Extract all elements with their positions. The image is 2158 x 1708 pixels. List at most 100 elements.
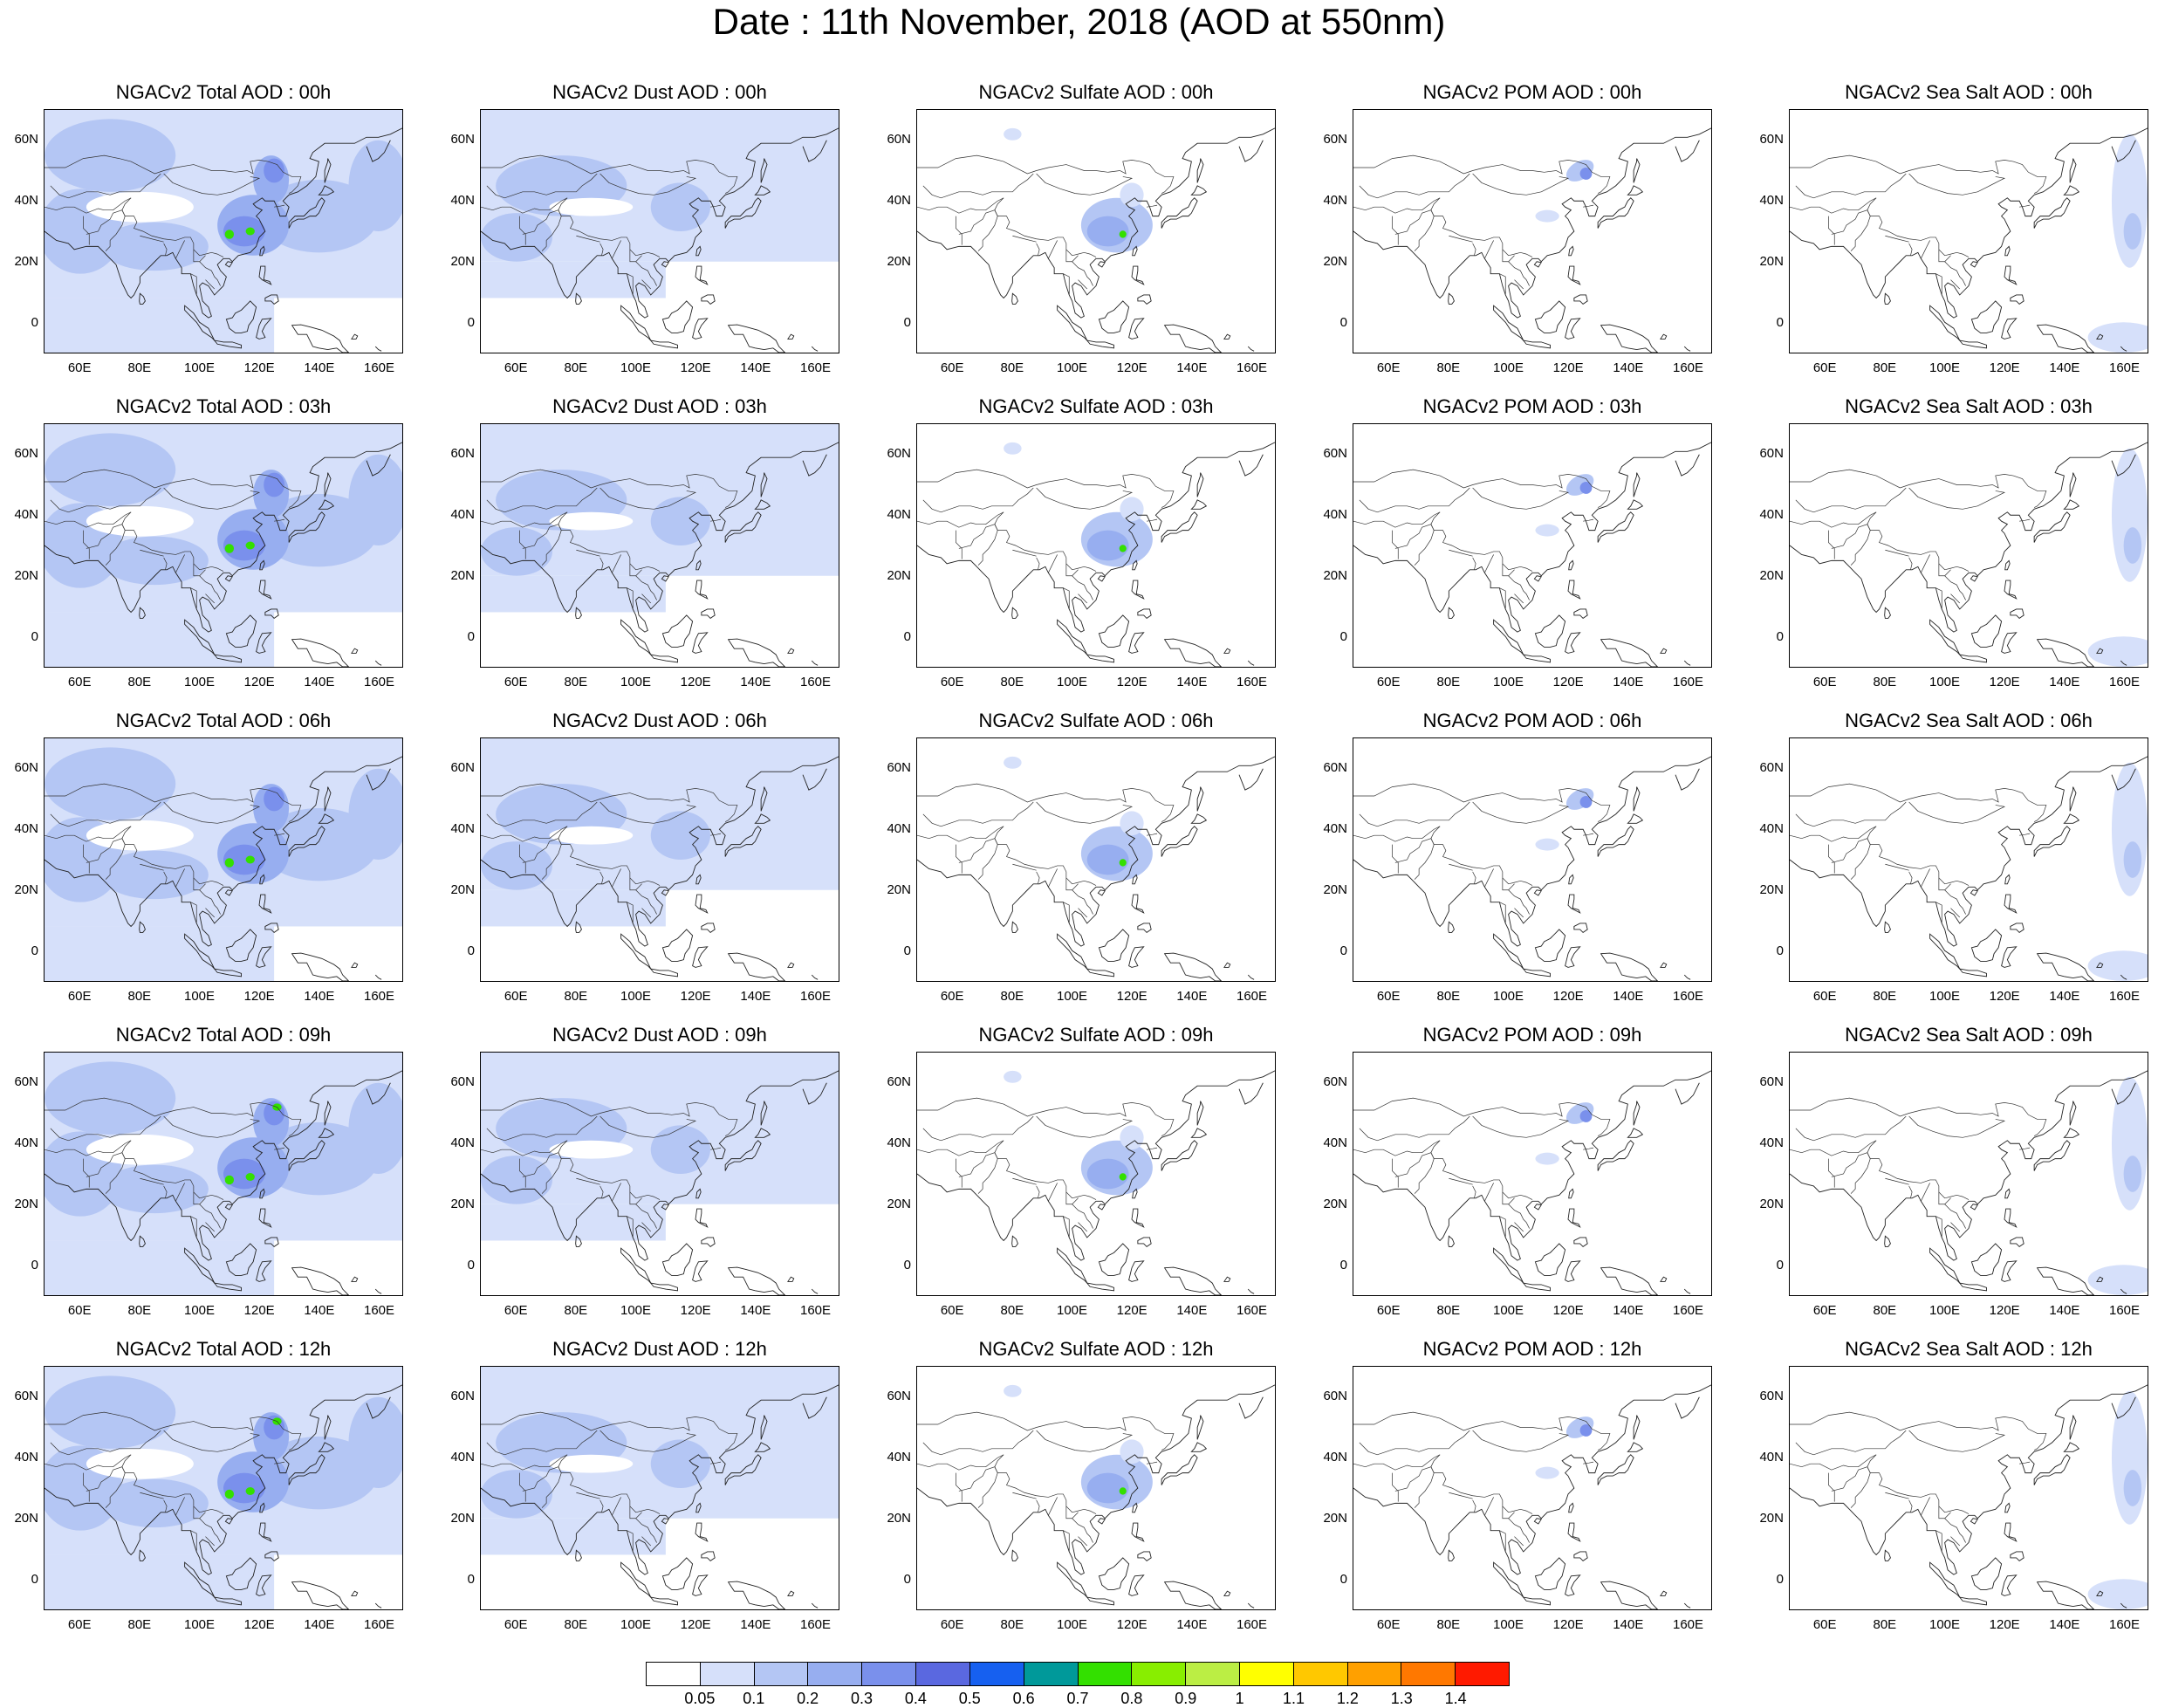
longitude-tick-label: 120E xyxy=(243,1617,275,1632)
aod-map-panel xyxy=(1789,737,2148,982)
panel-title: NGACv2 Sulfate AOD : 12h xyxy=(978,1338,1214,1360)
aod-map-panel xyxy=(1789,423,2148,668)
aod-map-panel xyxy=(1353,737,1712,982)
longitude-tick-label: 160E xyxy=(364,360,395,375)
panel-title: NGACv2 Sea Salt AOD : 06h xyxy=(1845,710,2093,731)
latitude-tick-label: 40N xyxy=(1759,1450,1784,1464)
longitude-tick-label: 120E xyxy=(1552,1303,1584,1318)
longitude-tick-label: 120E xyxy=(680,1617,711,1632)
latitude-tick-label: 20N xyxy=(450,254,475,269)
longitude-tick-label: 160E xyxy=(800,675,832,689)
latitude-tick-label: 0 xyxy=(31,629,38,644)
aod-map-panel xyxy=(44,423,403,668)
longitude-tick-label: 140E xyxy=(2049,675,2080,689)
longitude-tick-label: 100E xyxy=(1493,360,1524,375)
aod-map-panel xyxy=(1789,1052,2148,1296)
longitude-tick-label: 100E xyxy=(620,1617,652,1632)
longitude-tick-label: 60E xyxy=(1812,1303,1837,1318)
longitude-tick-label: 60E xyxy=(1376,360,1401,375)
latitude-tick-label: 40N xyxy=(1323,1135,1347,1150)
longitude-tick-label: 60E xyxy=(1812,1617,1837,1632)
aod-map-panel xyxy=(44,109,403,353)
longitude-tick-label: 100E xyxy=(1057,1617,1088,1632)
colorbar xyxy=(646,1662,1510,1686)
longitude-tick-label: 160E xyxy=(364,675,395,689)
latitude-tick-label: 40N xyxy=(887,821,911,836)
longitude-tick-label: 140E xyxy=(2049,1303,2080,1318)
colorbar-label: 0.6 xyxy=(1012,1690,1035,1707)
latitude-tick-label: 40N xyxy=(887,193,911,208)
colorbar-swatch xyxy=(754,1663,809,1685)
latitude-tick-label: 20N xyxy=(14,568,38,583)
panel-title: NGACv2 Sea Salt AOD : 12h xyxy=(1845,1338,2093,1360)
aod-map-panel xyxy=(1353,423,1712,668)
longitude-tick-label: 80E xyxy=(127,1617,152,1632)
longitude-tick-label: 140E xyxy=(1176,1617,1208,1632)
colorbar-label: 1 xyxy=(1235,1690,1244,1707)
colorbar-label: 0.3 xyxy=(850,1690,873,1707)
longitude-tick-label: 60E xyxy=(940,675,964,689)
latitude-tick-label: 40N xyxy=(450,507,475,522)
panel-title: NGACv2 Total AOD : 06h xyxy=(115,710,332,731)
aod-map-panel xyxy=(480,1366,839,1610)
longitude-tick-label: 160E xyxy=(1673,1303,1704,1318)
longitude-tick-label: 100E xyxy=(184,1617,216,1632)
longitude-tick-label: 80E xyxy=(1000,1303,1024,1318)
longitude-tick-label: 140E xyxy=(1613,675,1644,689)
longitude-tick-label: 100E xyxy=(184,989,216,1004)
panel-title: NGACv2 POM AOD : 06h xyxy=(1422,710,1642,731)
longitude-tick-label: 80E xyxy=(564,360,588,375)
longitude-tick-label: 160E xyxy=(1673,360,1704,375)
latitude-tick-label: 0 xyxy=(31,315,38,330)
latitude-tick-label: 20N xyxy=(14,1197,38,1211)
longitude-tick-label: 140E xyxy=(2049,1617,2080,1632)
longitude-tick-label: 140E xyxy=(304,1617,335,1632)
colorbar-swatch xyxy=(808,1663,863,1685)
latitude-tick-label: 40N xyxy=(887,1450,911,1464)
longitude-tick-label: 80E xyxy=(564,989,588,1004)
longitude-tick-label: 80E xyxy=(1873,1303,1897,1318)
latitude-tick-label: 20N xyxy=(1323,568,1347,583)
longitude-tick-label: 140E xyxy=(304,989,335,1004)
panel-title: NGACv2 Sulfate AOD : 00h xyxy=(978,81,1214,103)
longitude-tick-label: 100E xyxy=(1929,360,1961,375)
panel-title: NGACv2 Sea Salt AOD : 03h xyxy=(1845,395,2093,417)
aod-map-panel xyxy=(916,1366,1276,1610)
latitude-tick-label: 40N xyxy=(887,507,911,522)
latitude-tick-label: 60N xyxy=(1759,132,1784,147)
aod-map-panel xyxy=(480,423,839,668)
panel-title: NGACv2 Dust AOD : 09h xyxy=(552,1024,767,1046)
colorbar-swatch xyxy=(969,1663,1024,1685)
longitude-tick-label: 120E xyxy=(1116,675,1148,689)
panel-title: NGACv2 Total AOD : 12h xyxy=(115,1338,332,1360)
latitude-tick-label: 60N xyxy=(14,446,38,461)
latitude-tick-label: 60N xyxy=(887,1074,911,1089)
longitude-tick-label: 100E xyxy=(1493,1617,1524,1632)
colorbar-label: 0.5 xyxy=(958,1690,981,1707)
longitude-tick-label: 80E xyxy=(1000,1617,1024,1632)
longitude-tick-label: 140E xyxy=(1176,675,1208,689)
longitude-tick-label: 60E xyxy=(504,675,528,689)
colorbar-label: 0.2 xyxy=(797,1690,819,1707)
longitude-tick-label: 120E xyxy=(1116,360,1148,375)
longitude-tick-label: 120E xyxy=(243,1303,275,1318)
longitude-tick-label: 160E xyxy=(2109,989,2141,1004)
colorbar-swatch xyxy=(916,1663,970,1685)
longitude-tick-label: 140E xyxy=(740,989,771,1004)
latitude-tick-label: 40N xyxy=(1323,1450,1347,1464)
latitude-tick-label: 0 xyxy=(31,943,38,958)
longitude-tick-label: 160E xyxy=(1237,989,1268,1004)
longitude-tick-label: 160E xyxy=(1237,675,1268,689)
longitude-tick-label: 140E xyxy=(740,675,771,689)
longitude-tick-label: 60E xyxy=(940,360,964,375)
aod-map-panel xyxy=(44,737,403,982)
colorbar-label: 0.7 xyxy=(1066,1690,1089,1707)
longitude-tick-label: 100E xyxy=(1057,1303,1088,1318)
panel-title: NGACv2 POM AOD : 09h xyxy=(1422,1024,1642,1046)
longitude-tick-label: 160E xyxy=(800,360,832,375)
longitude-tick-label: 100E xyxy=(1929,675,1961,689)
colorbar-label: 1.1 xyxy=(1282,1690,1305,1707)
longitude-tick-label: 60E xyxy=(1812,675,1837,689)
longitude-tick-label: 120E xyxy=(1552,675,1584,689)
longitude-tick-label: 100E xyxy=(1057,360,1088,375)
